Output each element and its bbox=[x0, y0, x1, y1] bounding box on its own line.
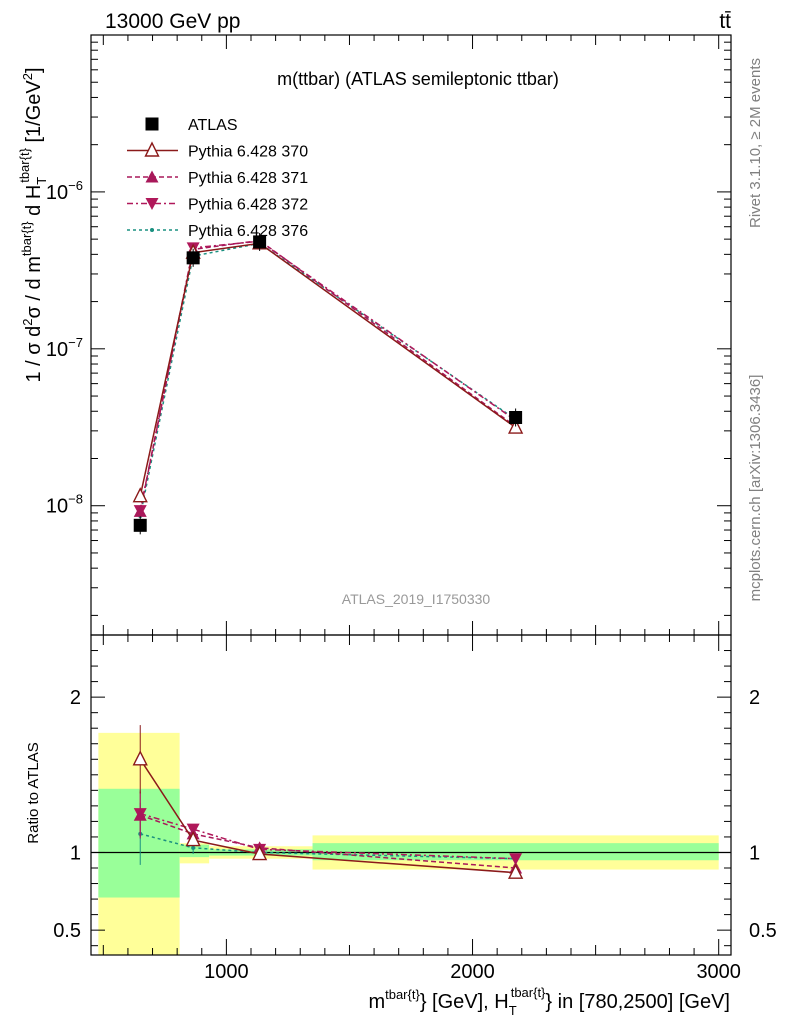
data-point bbox=[509, 410, 523, 424]
ratio-y-tick-label: 1 bbox=[70, 842, 81, 864]
data-point bbox=[507, 418, 524, 434]
legend-marker bbox=[150, 228, 154, 232]
main-plot-frame bbox=[90, 34, 732, 636]
analysis-id: ATLAS_2019_I1750330 bbox=[342, 591, 491, 607]
series-line bbox=[139, 239, 517, 512]
main-series bbox=[132, 232, 524, 535]
ratio-band-inner bbox=[179, 844, 210, 858]
main-y-ticks: 10−8 10−7 10−6 bbox=[46, 34, 731, 635]
main-y-tick-label: 10−8 bbox=[46, 492, 83, 518]
ratio-y-tick-label-right: 2 bbox=[749, 687, 760, 709]
series-line bbox=[139, 242, 517, 497]
x-axis-label: mtbar{t}} [GeV], HTtbar{t}} in [780,2500… bbox=[368, 985, 730, 1018]
ratio-ticks: 0.5 0.5 1 1 2 2 1000 2000 3000 bbox=[53, 635, 777, 983]
ratio-point bbox=[507, 863, 524, 879]
ratio-y-tick-label: 2 bbox=[70, 687, 81, 709]
series-line bbox=[139, 242, 517, 517]
ratio-x-tick-label: 1000 bbox=[204, 961, 249, 983]
ratio-plot-frame bbox=[90, 634, 732, 956]
legend-entry: Pythia 6.428 376 bbox=[127, 223, 308, 240]
ratio-plot: 0.5 0.5 1 1 2 2 1000 2000 3000 Ratio to ATLAS mt… bbox=[25, 634, 777, 1018]
ratio-point bbox=[251, 844, 268, 861]
ratio-x-tick-label: 2000 bbox=[450, 961, 495, 983]
header-right: tt̄ bbox=[719, 10, 731, 33]
legend-marker bbox=[144, 141, 160, 157]
legend-entry: Pythia 6.428 372 bbox=[127, 197, 308, 214]
ratio-point bbox=[133, 808, 147, 821]
ratio-line bbox=[139, 814, 516, 869]
series-line bbox=[139, 240, 517, 511]
ratio-band-inner bbox=[98, 788, 180, 898]
main-y-axis-label: 1 / σ d2σ / d mtbar{t} d HTtbar{t} [1/Ge… bbox=[17, 67, 49, 382]
legend: ATLAS Pythia 6.428 370 Pythia 6.428 371 Pyt… bbox=[127, 117, 308, 240]
ratio-y-axis-label: Ratio to ATLAS bbox=[25, 742, 42, 843]
ratio-point bbox=[185, 830, 201, 847]
legend-marker bbox=[145, 170, 159, 183]
data-point bbox=[186, 251, 200, 265]
ratio-series-pythia-6-428-370 bbox=[132, 725, 524, 879]
data-point bbox=[133, 504, 147, 517]
series-pythia-6-428-376 bbox=[138, 241, 518, 519]
ratio-y-tick-label-right: 1 bbox=[749, 842, 760, 864]
header-left: 13000 GeV pp bbox=[105, 10, 240, 33]
main-plot: 10−8 10−7 10−6 m(ttbar) (ATLAS semileptoni… bbox=[17, 34, 732, 636]
plot-title: m(ttbar) (ATLAS semileptonic ttbar) bbox=[277, 69, 559, 89]
ratio-x-tick-label: 3000 bbox=[696, 961, 741, 983]
legend-entry: ATLAS bbox=[145, 117, 238, 134]
ratio-line bbox=[139, 758, 516, 874]
series-pythia-6-428-372 bbox=[133, 235, 523, 518]
series-atlas bbox=[133, 232, 523, 535]
series-pythia-6-428-370 bbox=[132, 234, 524, 503]
legend-label: Pythia 6.428 370 bbox=[188, 144, 308, 161]
legend-label: Pythia 6.428 376 bbox=[188, 223, 308, 240]
legend-label: Pythia 6.428 371 bbox=[188, 170, 308, 187]
ratio-band-inner bbox=[312, 843, 719, 861]
main-y-tick-label: 10−7 bbox=[46, 335, 83, 361]
main-y-tick-label: 10−6 bbox=[46, 178, 83, 204]
ratio-y-tick-label-right: 0.5 bbox=[749, 920, 777, 942]
rivet-label: Rivet 3.1.10, ≥ 2M events bbox=[747, 58, 764, 228]
mcplots-label: mcplots.cern.ch [arXiv:1306.3436] bbox=[747, 375, 764, 602]
legend-marker bbox=[145, 117, 159, 131]
legend-label: Pythia 6.428 372 bbox=[188, 197, 308, 214]
ratio-point bbox=[191, 845, 196, 850]
ratio-y-tick-label: 0.5 bbox=[53, 920, 81, 942]
series-pythia-6-428-371 bbox=[133, 234, 523, 517]
legend-entry: Pythia 6.428 370 bbox=[127, 141, 308, 161]
data-point bbox=[132, 487, 148, 503]
ratio-point bbox=[132, 750, 148, 766]
ratio-line bbox=[140, 812, 516, 860]
ratio-series bbox=[132, 725, 524, 879]
legend-label: ATLAS bbox=[188, 117, 238, 134]
data-point bbox=[133, 518, 147, 532]
legend-entry: Pythia 6.428 371 bbox=[127, 170, 308, 187]
legend-marker bbox=[145, 198, 159, 210]
data-point bbox=[253, 235, 267, 249]
ratio-point bbox=[509, 853, 523, 866]
